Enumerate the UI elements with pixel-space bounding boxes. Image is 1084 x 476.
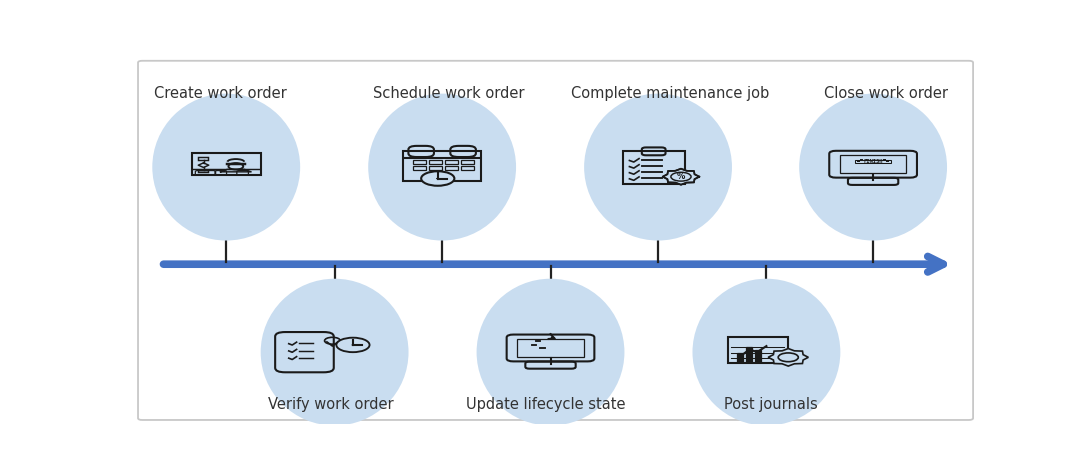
Bar (737, 353, 744, 362)
Text: Verify work order: Verify work order (268, 397, 393, 412)
Bar (746, 347, 752, 362)
Bar (860, 159, 863, 160)
Ellipse shape (260, 279, 409, 426)
Bar (882, 159, 886, 160)
Circle shape (436, 178, 439, 179)
Polygon shape (662, 169, 699, 185)
Ellipse shape (799, 94, 947, 240)
Text: FINISH: FINISH (863, 159, 882, 164)
Polygon shape (769, 348, 809, 366)
FancyBboxPatch shape (138, 61, 973, 420)
Ellipse shape (584, 94, 732, 240)
Text: %: % (676, 172, 685, 181)
Text: Create work order: Create work order (154, 86, 287, 101)
Ellipse shape (693, 279, 840, 426)
Bar (754, 350, 761, 362)
Bar (856, 161, 860, 162)
Text: Complete maintenance job: Complete maintenance job (570, 86, 769, 101)
Ellipse shape (369, 94, 516, 240)
Ellipse shape (152, 94, 300, 240)
Text: Update lifecycle state: Update lifecycle state (466, 397, 625, 412)
Circle shape (671, 172, 692, 181)
Text: Schedule work order: Schedule work order (373, 86, 525, 101)
Bar (887, 161, 889, 162)
Text: Post journals: Post journals (723, 397, 817, 412)
Circle shape (422, 171, 454, 186)
Text: Close work order: Close work order (824, 86, 948, 101)
Ellipse shape (477, 279, 624, 426)
Circle shape (351, 344, 354, 346)
Circle shape (336, 337, 370, 352)
